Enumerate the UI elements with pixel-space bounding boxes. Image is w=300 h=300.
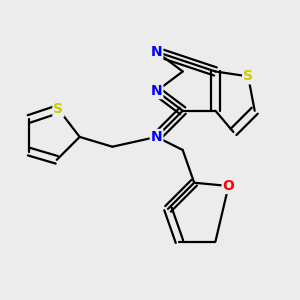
Text: N: N: [151, 130, 162, 144]
Text: N: N: [151, 84, 162, 98]
Text: S: S: [53, 102, 63, 116]
Text: S: S: [243, 69, 253, 83]
Text: N: N: [151, 45, 162, 59]
Text: O: O: [223, 179, 235, 193]
